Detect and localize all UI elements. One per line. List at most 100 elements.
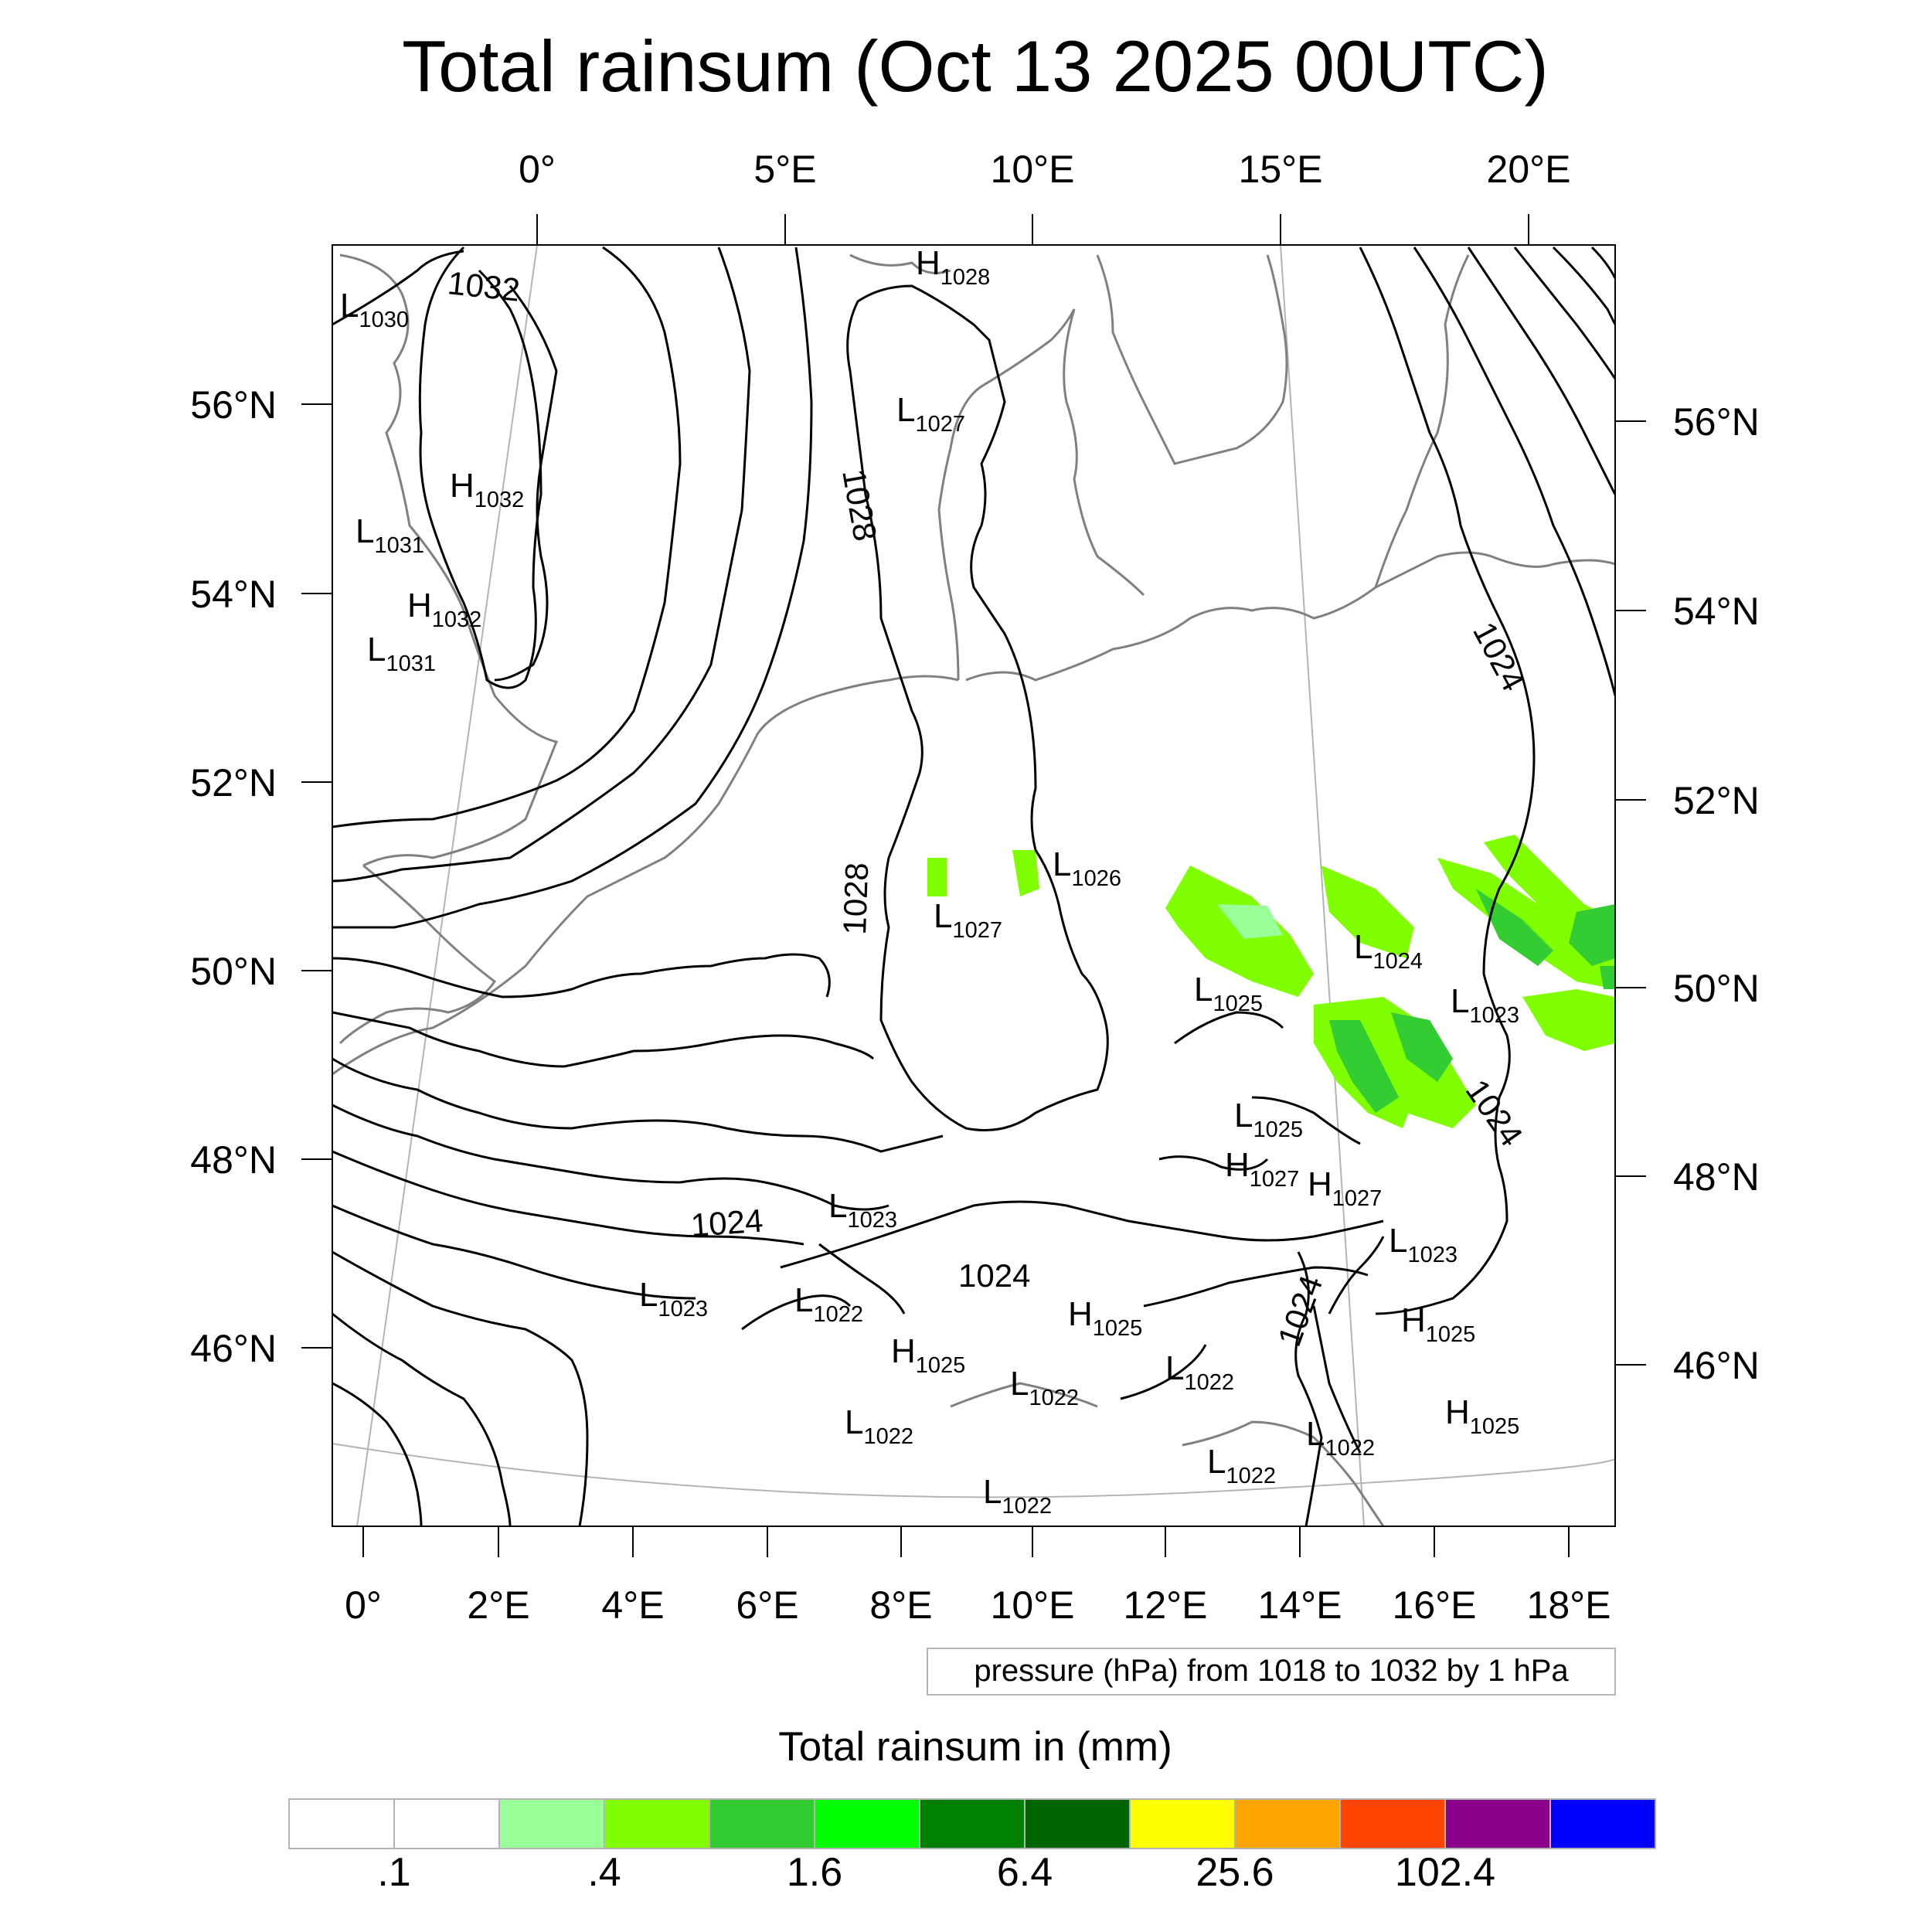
colorbar-swatch (814, 1798, 920, 1849)
low-pressure-center: L1022 (1306, 1415, 1375, 1461)
contour-info-text: pressure (hPa) from 1018 to 1032 by 1 hP… (974, 1654, 1569, 1688)
low-pressure-center: L1027 (934, 897, 1002, 943)
colorbar-swatch (1339, 1798, 1446, 1849)
isobar (741, 1294, 852, 1331)
left-latitude-labels: 56°N 54°N 52°N 50°N 48°N 46°N (190, 383, 277, 1370)
isobar (332, 1312, 512, 1526)
lon-label-bottom: 2°E (467, 1583, 529, 1627)
low-pressure-center: L1022 (1010, 1365, 1079, 1410)
isobar (332, 953, 831, 998)
rain-cell (927, 858, 947, 896)
lat-label-right: 56°N (1673, 400, 1760, 444)
colorbar-swatch (1024, 1798, 1131, 1849)
colorbar-title: Total rainsum in (mm) (778, 1724, 1172, 1770)
colorbar-tick-label: 102.4 (1395, 1850, 1495, 1895)
figure-title: Total rainsum (Oct 13 2025 00UTC) (402, 26, 1549, 107)
bottom-longitude-labels: 0° 2°E 4°E 6°E 8°E 10°E 12°E 14°E 16°E 1… (345, 1583, 1611, 1627)
contour-label: 1024 (689, 1202, 764, 1243)
lat-label-right: 54°N (1673, 590, 1760, 633)
coastline-baltic-east (1374, 254, 1470, 588)
rain-cell (1321, 866, 1414, 958)
rain-cell (1476, 889, 1553, 966)
top-longitude-labels: 0° 5°E 10°E 15°E 20°E (519, 148, 1570, 191)
isobar-1024 (1359, 247, 1536, 1315)
isobar (332, 1382, 423, 1526)
isobar (1467, 247, 1615, 495)
colorbar-swatch (498, 1798, 605, 1849)
contour-info-box: pressure (hPa) from 1018 to 1032 by 1 hP… (927, 1648, 1616, 1696)
rain-cell (1329, 1020, 1399, 1113)
lat-label-left: 52°N (190, 761, 277, 804)
lat-label-left: 46°N (190, 1327, 277, 1370)
isobar (1294, 1251, 1323, 1526)
lat-label-right: 52°N (1673, 779, 1760, 822)
low-pressure-center: L1023 (1389, 1222, 1458, 1267)
colorbar-swatch (604, 1798, 710, 1849)
isobar (1328, 1236, 1385, 1315)
contour-label: 1024 (958, 1257, 1030, 1294)
colorbar-swatch (1129, 1798, 1236, 1849)
high-pressure-center: H1025 (1401, 1301, 1475, 1347)
lon-label-top: 10°E (991, 148, 1075, 191)
lat-label-left: 48°N (190, 1138, 277, 1182)
isobar (1174, 1011, 1284, 1045)
colorbar-swatch (919, 1798, 1026, 1849)
low-pressure-center: L1025 (1194, 971, 1263, 1016)
lat-label-left: 56°N (190, 383, 277, 427)
low-pressure-center: L1023 (639, 1276, 708, 1321)
rain-cell (1217, 904, 1283, 939)
isobar (1552, 246, 1615, 325)
lon-label-bottom: 8°E (869, 1583, 932, 1627)
high-pressure-center: H1027 (1308, 1165, 1382, 1211)
rain-cell (1600, 966, 1615, 989)
low-pressure-center: L1031 (367, 631, 436, 676)
low-pressure-center: L1023 (828, 1187, 897, 1233)
map-panel: 1032 1028 1028 1024 1024 1024 1024 1024 … (332, 244, 1616, 1527)
isobar (332, 1250, 589, 1526)
lon-label-top: 20°E (1487, 148, 1571, 191)
isobar (418, 246, 543, 689)
lon-label-bottom: 14°E (1258, 1583, 1342, 1627)
lon-label-top: 15°E (1239, 148, 1323, 191)
isobar (332, 246, 682, 828)
colorbar-swatch (709, 1798, 815, 1849)
lon-label-bottom: 10°E (991, 1583, 1075, 1627)
low-pressure-center: L1031 (355, 512, 424, 558)
rain-cell (1569, 904, 1615, 966)
high-pressure-center: H1028 (916, 244, 990, 290)
rain-cell (1012, 850, 1039, 896)
isobar-1028 (846, 284, 1109, 1131)
lon-label-bottom: 0° (345, 1583, 382, 1627)
colorbar-tick-label: 1.6 (787, 1850, 842, 1895)
parallel-south (332, 1443, 1615, 1498)
isobar (332, 1204, 696, 1300)
colorbar-swatch (1234, 1798, 1341, 1849)
coastline-denmark (937, 308, 1145, 681)
isobar (332, 1057, 944, 1153)
coastline-baltic-south (965, 551, 1615, 682)
coastlines (332, 253, 1615, 1526)
low-pressure-center: L1022 (845, 1403, 913, 1449)
high-pressure-center: H1032 (407, 587, 481, 632)
lon-label-bottom: 6°E (736, 1583, 798, 1627)
high-pressure-center: H1025 (891, 1332, 965, 1378)
colorbar-tick-labels: .1 .4 1.6 6.4 25.6 102.4 (377, 1850, 1495, 1895)
map-background (332, 245, 1615, 1526)
lat-label-right: 48°N (1673, 1155, 1760, 1199)
colorbar-swatch (393, 1798, 500, 1849)
isobar (818, 1243, 906, 1315)
lon-label-bottom: 18°E (1527, 1583, 1611, 1627)
right-latitude-labels: 56°N 54°N 52°N 50°N 48°N 46°N (1673, 400, 1760, 1387)
precipitation-field (927, 835, 1615, 1128)
high-pressure-center: H1032 (450, 467, 524, 512)
colorbar-tick-label: .1 (377, 1850, 410, 1895)
axis-ticks (301, 214, 1646, 1557)
low-pressure-center: L1024 (1354, 928, 1423, 974)
lon-label-top: 5°E (753, 148, 816, 191)
isobar (332, 250, 464, 326)
isobar-1032 (494, 285, 558, 682)
lat-label-right: 46°N (1673, 1344, 1760, 1387)
low-pressure-center: L1023 (1451, 982, 1519, 1028)
low-pressure-center: L1030 (340, 287, 409, 332)
